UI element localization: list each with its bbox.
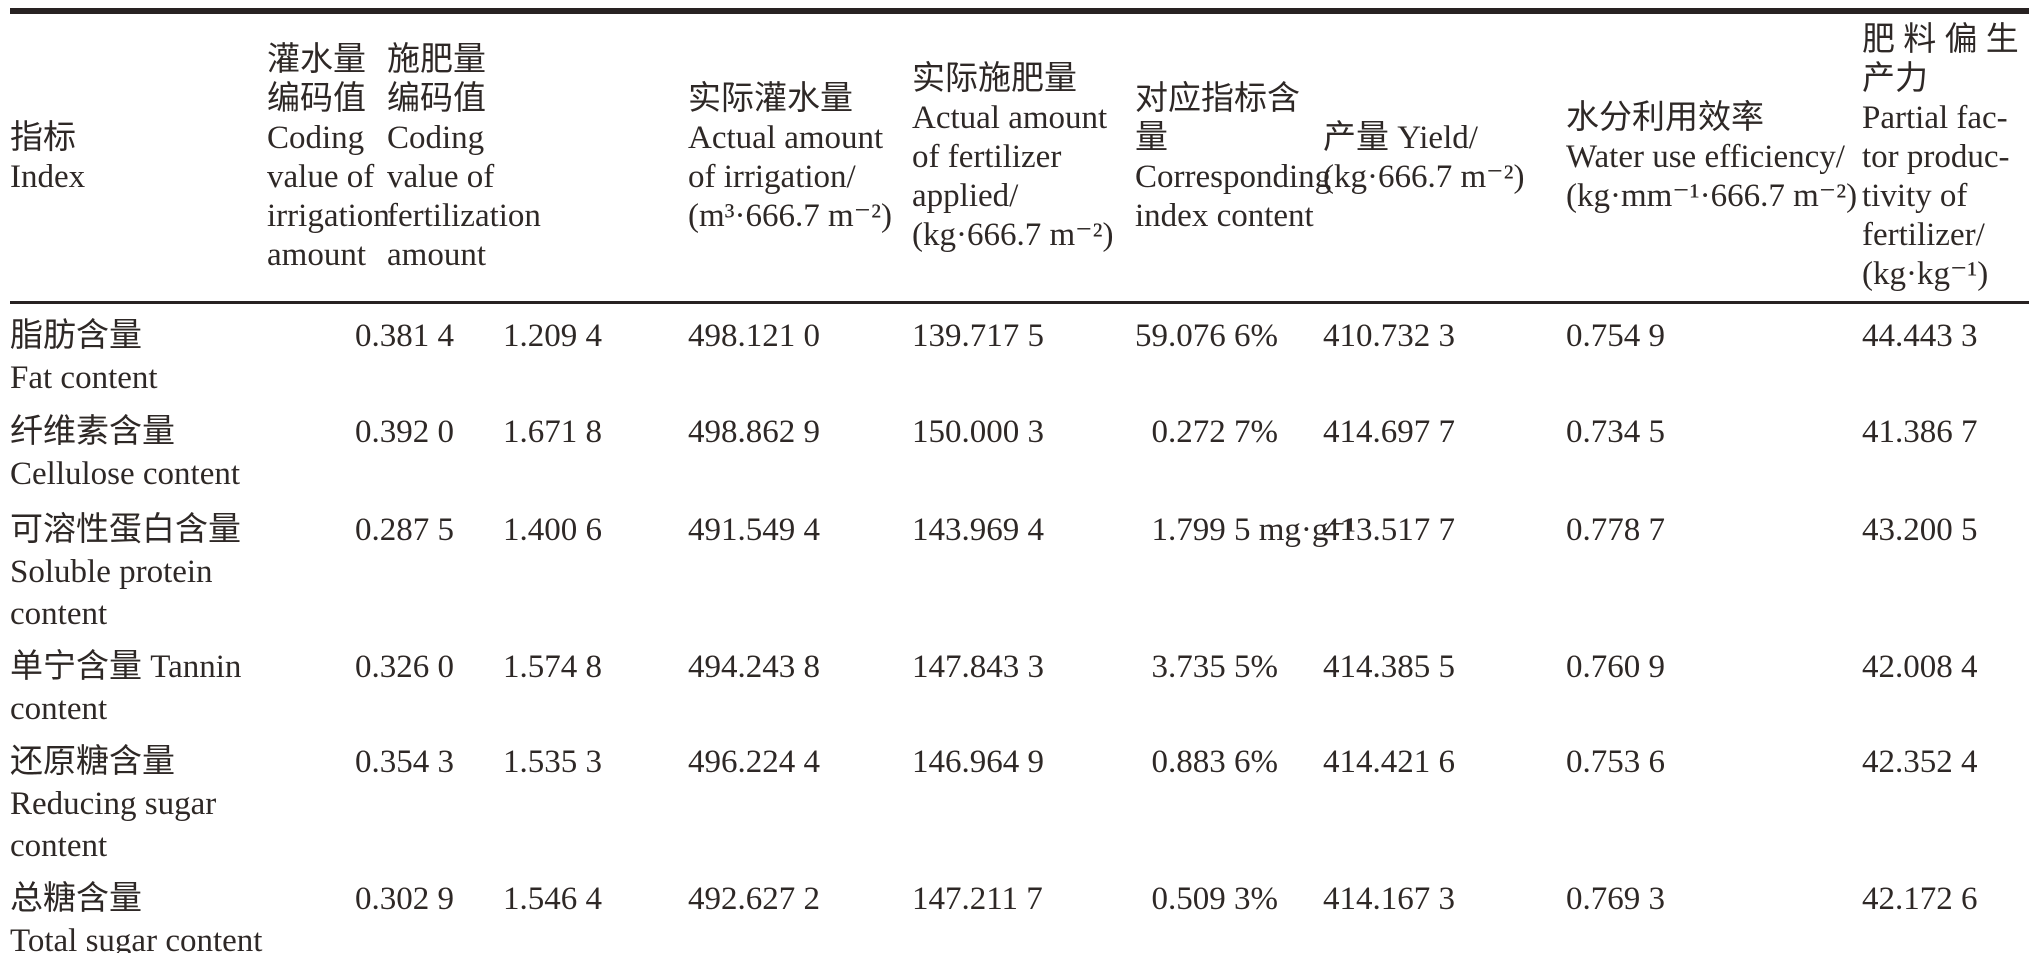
table-body: 脂肪含量 Fat content 0.381 4 1.209 4 498.121…	[10, 303, 2029, 953]
cell-coding-irrigation: 0.302 9	[355, 880, 454, 917]
column-header-actual-irrigation: 实际灌水量 Actual amount of irrigation/ (m³·6…	[688, 80, 893, 234]
cell-index-content: 0.883 6%	[1135, 743, 1279, 780]
row-label: 纤维素含量 Cellulose content	[10, 413, 241, 492]
cell-coding-fertilization: 1.535 3	[503, 743, 602, 780]
column-header-water-use-efficiency: 水分利用效率 Water use efficiency/ (kg·mm⁻¹·66…	[1566, 100, 1858, 214]
cell-partial-factor-productivity: 43.200 5	[1862, 511, 1978, 548]
cell-coding-irrigation: 0.287 5	[355, 511, 454, 548]
column-header-coding-fertilization: 施肥量 编码值 Coding value of fertilization am…	[387, 41, 541, 273]
row-label: 可溶性蛋白含量 Soluble protein content	[10, 511, 241, 632]
cell-index-content: 59.076 6%	[1135, 318, 1278, 354]
cell-coding-fertilization: 1.546 4	[503, 880, 602, 917]
table-header: 指标 Index 灌水量 编码值 Coding value of irrigat…	[10, 11, 2029, 303]
cell-actual-irrigation: 492.627 2	[688, 880, 820, 917]
row-label: 还原糖含量 Reducing sugar content	[10, 743, 217, 864]
column-header-partial-factor-productivity: 肥 料 偏 生 产力 Partial fac- tor produc- tivi…	[1862, 22, 2019, 292]
cell-partial-factor-productivity: 44.443 3	[1862, 318, 1978, 354]
cell-yield: 414.385 5	[1323, 648, 1455, 685]
header-row: 指标 Index 灌水量 编码值 Coding value of irrigat…	[10, 11, 2029, 303]
cell-partial-factor-productivity: 42.352 4	[1862, 743, 1978, 780]
cell-actual-fertilizer: 139.717 5	[912, 318, 1044, 354]
cell-water-use-efficiency: 0.754 9	[1566, 318, 1665, 354]
row-label: 总糖含量 Total sugar content	[10, 880, 263, 953]
cell-partial-factor-productivity: 41.386 7	[1862, 413, 1978, 450]
cell-coding-irrigation: 0.354 3	[355, 743, 454, 780]
cell-actual-irrigation: 496.224 4	[688, 743, 820, 780]
cell-water-use-efficiency: 0.769 3	[1566, 880, 1665, 917]
cell-index-content: 0.509 3%	[1135, 880, 1279, 917]
column-header-actual-fertilizer: 实际施肥量 Actual amount of fertilizer applie…	[912, 61, 1114, 253]
column-header-yield: 产量 Yield/ (kg·666.7 m⁻²)	[1323, 119, 1525, 195]
cell-coding-fertilization: 1.209 4	[503, 318, 602, 354]
cell-water-use-efficiency: 0.778 7	[1566, 511, 1665, 548]
table-row: 可溶性蛋白含量 Soluble protein content 0.287 5 …	[10, 498, 2029, 635]
cell-coding-irrigation: 0.381 4	[355, 318, 454, 354]
column-header-coding-irrigation: 灌水量 编码值 Coding value of irrigation amoun…	[267, 41, 390, 273]
cell-water-use-efficiency: 0.760 9	[1566, 648, 1665, 685]
cell-coding-fertilization: 1.671 8	[503, 413, 602, 450]
table-row: 纤维素含量 Cellulose content 0.392 0 1.671 8 …	[10, 400, 2029, 498]
table-row: 单宁含量 Tannin content 0.326 0 1.574 8 494.…	[10, 635, 2029, 730]
cell-partial-factor-productivity: 42.008 4	[1862, 648, 1978, 685]
cell-water-use-efficiency: 0.753 6	[1566, 743, 1665, 780]
cell-partial-factor-productivity: 42.172 6	[1862, 880, 1978, 917]
cell-yield: 414.167 3	[1323, 880, 1455, 917]
table-row: 脂肪含量 Fat content 0.381 4 1.209 4 498.121…	[10, 303, 2029, 400]
cell-index-content: 3.735 5%	[1135, 648, 1279, 685]
row-label: 脂肪含量 Fat content	[10, 318, 158, 396]
cell-coding-irrigation: 0.392 0	[355, 413, 454, 450]
column-header-index-content: 对应指标含量 Corresponding index content	[1135, 80, 1332, 234]
cell-actual-fertilizer: 143.969 4	[912, 511, 1044, 548]
cell-index-content: 1.799 5 mg·g⁻¹	[1135, 511, 1356, 548]
cell-actual-fertilizer: 147.211 7	[912, 880, 1043, 917]
cell-actual-irrigation: 498.862 9	[688, 413, 820, 450]
cell-yield: 414.421 6	[1323, 743, 1455, 780]
cell-yield: 413.517 7	[1323, 511, 1455, 548]
cell-yield: 414.697 7	[1323, 413, 1455, 450]
cell-index-content: 0.272 7%	[1135, 413, 1279, 450]
table-row: 还原糖含量 Reducing sugar content 0.354 3 1.5…	[10, 730, 2029, 867]
cell-coding-fertilization: 1.400 6	[503, 511, 602, 548]
cell-actual-irrigation: 491.549 4	[688, 511, 820, 548]
cell-actual-irrigation: 494.243 8	[688, 648, 820, 685]
cell-coding-fertilization: 1.574 8	[503, 648, 602, 685]
cell-yield: 410.732 3	[1323, 318, 1455, 354]
cell-actual-irrigation: 498.121 0	[688, 318, 820, 354]
cell-water-use-efficiency: 0.734 5	[1566, 413, 1665, 450]
cell-actual-fertilizer: 147.843 3	[912, 648, 1044, 685]
cell-actual-fertilizer: 150.000 3	[912, 413, 1044, 450]
cell-actual-fertilizer: 146.964 9	[912, 743, 1044, 780]
cell-coding-irrigation: 0.326 0	[355, 648, 454, 685]
column-header-index: 指标 Index	[10, 119, 86, 195]
data-table: 指标 Index 灌水量 编码值 Coding value of irrigat…	[10, 8, 2029, 953]
row-label: 单宁含量 Tannin content	[10, 648, 242, 727]
table-row: 总糖含量 Total sugar content 0.302 9 1.546 4…	[10, 867, 2029, 953]
